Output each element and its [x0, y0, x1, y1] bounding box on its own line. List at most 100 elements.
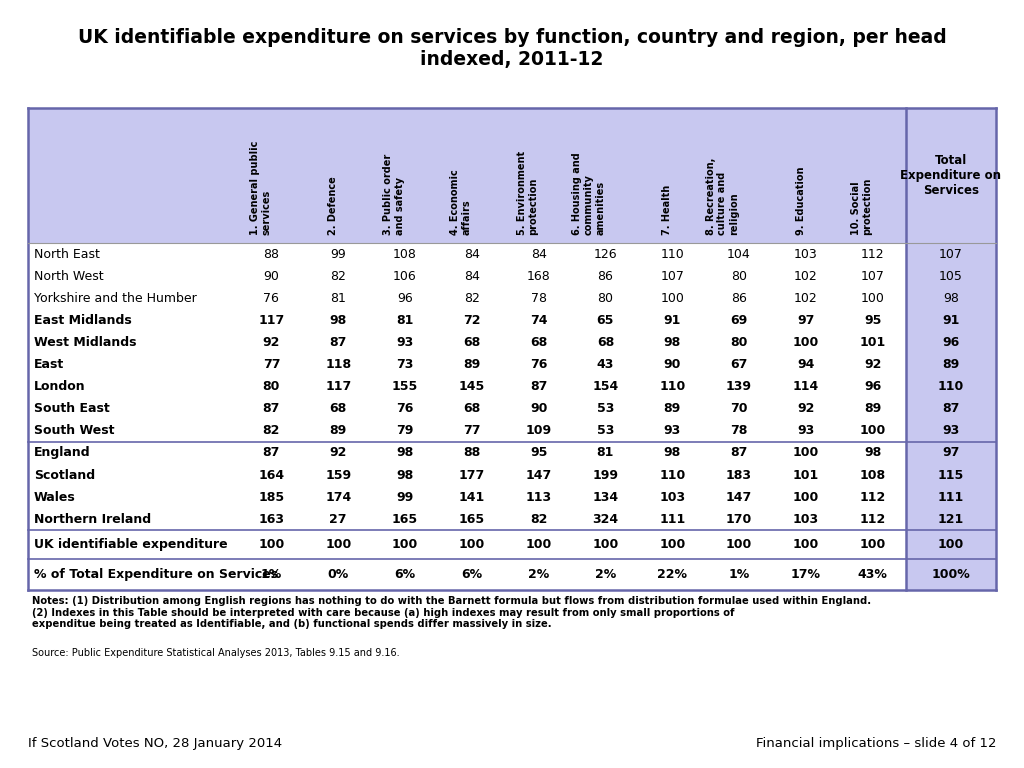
Text: 78: 78 [730, 425, 748, 437]
Text: 1. General public
services: 1. General public services [250, 141, 271, 235]
Text: Wales: Wales [34, 491, 76, 504]
Text: 100: 100 [938, 538, 965, 551]
Text: 98: 98 [664, 446, 681, 459]
Text: 99: 99 [331, 247, 346, 260]
Text: 80: 80 [263, 380, 281, 393]
Text: 87: 87 [330, 336, 347, 349]
Text: 100: 100 [793, 336, 819, 349]
Text: 95: 95 [529, 446, 547, 459]
Text: 89: 89 [463, 358, 480, 371]
Text: 103: 103 [794, 247, 818, 260]
Text: 99: 99 [396, 491, 414, 504]
Text: 73: 73 [396, 358, 414, 371]
Text: 78: 78 [530, 292, 547, 305]
Text: 84: 84 [464, 247, 479, 260]
Text: UK identifiable expenditure on services by function, country and region, per hea: UK identifiable expenditure on services … [78, 28, 946, 69]
Text: Financial implications – slide 4 of 12: Financial implications – slide 4 of 12 [756, 737, 996, 750]
Text: 324: 324 [592, 513, 618, 526]
Text: 165: 165 [459, 513, 484, 526]
Text: 114: 114 [793, 380, 819, 393]
Text: 86: 86 [597, 270, 613, 283]
Text: 141: 141 [459, 491, 485, 504]
Text: 5. Environment
protection: 5. Environment protection [517, 151, 539, 235]
Text: 68: 68 [330, 402, 347, 415]
Text: 81: 81 [597, 446, 614, 459]
Text: 154: 154 [592, 380, 618, 393]
Text: 165: 165 [392, 513, 418, 526]
Text: 103: 103 [659, 491, 685, 504]
Text: 82: 82 [464, 292, 479, 305]
Text: 77: 77 [463, 425, 480, 437]
Text: 81: 81 [396, 314, 414, 327]
Text: 68: 68 [597, 336, 614, 349]
Text: 1%: 1% [261, 568, 282, 581]
Text: 76: 76 [396, 402, 414, 415]
Text: % of Total Expenditure on Services: % of Total Expenditure on Services [34, 568, 279, 581]
Bar [28, 243, 996, 590]
Text: 100: 100 [592, 538, 618, 551]
Text: 163: 163 [258, 513, 285, 526]
Text: 43: 43 [597, 358, 614, 371]
Text: 110: 110 [659, 468, 685, 482]
Text: 126: 126 [594, 247, 617, 260]
Text: 100: 100 [659, 538, 685, 551]
Text: 43%: 43% [858, 568, 888, 581]
Text: 110: 110 [938, 380, 965, 393]
Text: 6%: 6% [461, 568, 482, 581]
Text: 112: 112 [859, 491, 886, 504]
Text: 147: 147 [726, 491, 752, 504]
Text: 183: 183 [726, 468, 752, 482]
Text: 185: 185 [258, 491, 285, 504]
Text: 53: 53 [597, 425, 614, 437]
Text: North East: North East [34, 247, 100, 260]
Text: 74: 74 [529, 314, 548, 327]
Text: 4. Economic
affairs: 4. Economic affairs [451, 169, 472, 235]
Text: 106: 106 [393, 270, 417, 283]
Text: 100: 100 [793, 538, 819, 551]
Text: 98: 98 [664, 336, 681, 349]
Text: 92: 92 [330, 446, 347, 459]
Text: 93: 93 [664, 425, 681, 437]
Text: 100: 100 [859, 538, 886, 551]
Text: 115: 115 [938, 468, 965, 482]
Text: 8. Recreation,
culture and
religion: 8. Recreation, culture and religion [706, 157, 739, 235]
Text: 70: 70 [730, 402, 748, 415]
Text: 111: 111 [938, 491, 965, 504]
Text: 103: 103 [793, 513, 819, 526]
Text: South West: South West [34, 425, 115, 437]
Text: 117: 117 [258, 314, 285, 327]
Text: 65: 65 [597, 314, 614, 327]
Text: 17%: 17% [791, 568, 821, 581]
Text: 10. Social
protection: 10. Social protection [851, 177, 872, 235]
Text: 76: 76 [263, 292, 280, 305]
Text: 108: 108 [859, 468, 886, 482]
Text: 98: 98 [396, 468, 414, 482]
Text: 22%: 22% [657, 568, 687, 581]
Text: 121: 121 [938, 513, 965, 526]
Text: Notes: (1) Distribution among English regions has nothing to do with the Barnett: Notes: (1) Distribution among English re… [32, 596, 871, 629]
Text: 94: 94 [797, 358, 814, 371]
Text: 109: 109 [525, 425, 552, 437]
Text: 80: 80 [731, 270, 746, 283]
Text: 96: 96 [397, 292, 413, 305]
Text: 139: 139 [726, 380, 752, 393]
Text: 2. Defence: 2. Defence [329, 176, 338, 235]
Text: 159: 159 [326, 468, 351, 482]
Text: 113: 113 [525, 491, 552, 504]
Text: 0%: 0% [328, 568, 349, 581]
Text: 105: 105 [939, 270, 963, 283]
Text: 100: 100 [793, 446, 819, 459]
Text: 89: 89 [864, 402, 882, 415]
Text: 84: 84 [530, 247, 547, 260]
Text: 69: 69 [730, 314, 748, 327]
Text: 112: 112 [859, 513, 886, 526]
Text: 7. Health: 7. Health [663, 185, 672, 235]
Text: London: London [34, 380, 86, 393]
Text: 97: 97 [942, 446, 959, 459]
Text: 100: 100 [726, 538, 752, 551]
Text: 90: 90 [529, 402, 547, 415]
Text: 82: 82 [263, 425, 281, 437]
Text: 100: 100 [793, 491, 819, 504]
Text: England: England [34, 446, 91, 459]
Text: 93: 93 [396, 336, 414, 349]
